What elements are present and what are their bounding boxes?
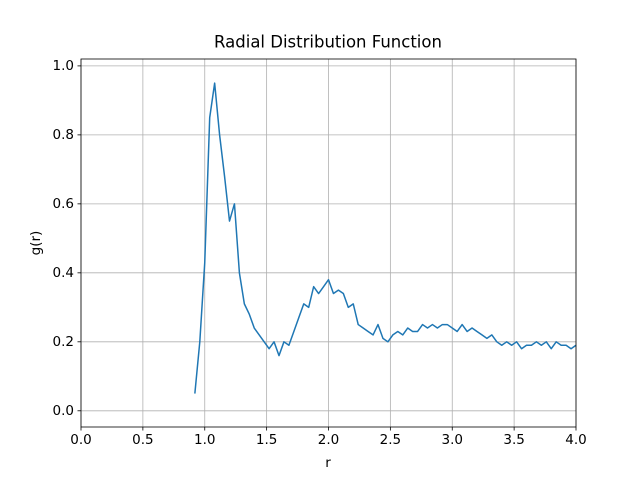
x-tick-label: 0.5 bbox=[132, 432, 153, 448]
x-tick-label: 3.5 bbox=[503, 432, 524, 448]
x-tick-label: 4.0 bbox=[565, 432, 586, 448]
plot-frame bbox=[80, 58, 577, 428]
y-tick-label: 1.0 bbox=[53, 58, 74, 74]
y-axis-label: g(r) bbox=[28, 231, 44, 256]
x-tick-label: 1.5 bbox=[256, 432, 277, 448]
y-tick-label: 0.4 bbox=[53, 265, 74, 281]
y-tick-label: 0.8 bbox=[53, 127, 74, 143]
x-tick-label: 2.0 bbox=[318, 432, 339, 448]
x-tick-label: 2.5 bbox=[380, 432, 401, 448]
x-axis-label: r bbox=[325, 455, 331, 471]
y-tick-label: 0.6 bbox=[53, 196, 74, 212]
x-tick-label: 1.0 bbox=[194, 432, 215, 448]
y-tick-label: 0.0 bbox=[53, 403, 74, 419]
x-tick-label: 3.0 bbox=[442, 432, 463, 448]
chart-title: Radial Distribution Function bbox=[214, 33, 442, 52]
data-line bbox=[194, 82, 577, 394]
y-tick-label: 0.2 bbox=[53, 334, 74, 350]
x-tick-label: 0.0 bbox=[70, 432, 91, 448]
